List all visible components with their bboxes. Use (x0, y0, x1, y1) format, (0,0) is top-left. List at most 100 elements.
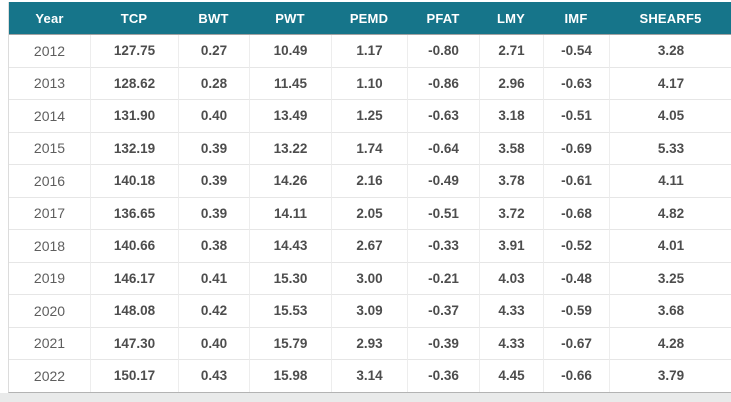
table-container: Year TCP BWT PWT PEMD PFAT LMY IMF SHEARF5 2012 1… (0, 0, 731, 393)
value-cell: 1.74 (331, 131, 407, 164)
value-cell: -0.63 (407, 99, 479, 132)
value-cell: 14.43 (249, 229, 331, 262)
value-cell: -0.69 (543, 131, 609, 164)
value-cell: 0.39 (178, 196, 249, 229)
value-cell: 15.79 (249, 326, 331, 359)
value-cell: 4.11 (609, 164, 731, 197)
year-cell: 2021 (9, 326, 90, 359)
value-cell: -0.39 (407, 326, 479, 359)
value-cell: 4.45 (479, 359, 543, 392)
value-cell: 150.17 (90, 359, 178, 392)
value-cell: 3.68 (609, 294, 731, 327)
column-header-pwt: PWT (249, 2, 331, 35)
page-background-strip (0, 393, 731, 400)
year-cell: 2019 (9, 261, 90, 294)
year-cell: 2020 (9, 294, 90, 327)
value-cell: -0.80 (407, 35, 479, 67)
value-cell: 3.91 (479, 229, 543, 262)
value-cell: 3.00 (331, 261, 407, 294)
value-cell: -0.51 (407, 196, 479, 229)
value-cell: -0.51 (543, 99, 609, 132)
table-row: 2015 132.19 0.39 13.22 1.74 -0.64 3.58 -0.69 5.3… (9, 131, 731, 164)
value-cell: 15.53 (249, 294, 331, 327)
table-row: 2013 128.62 0.28 11.45 1.10 -0.86 2.96 -0.63 4.1… (9, 66, 731, 99)
value-cell: 14.11 (249, 196, 331, 229)
value-cell: 3.78 (479, 164, 543, 197)
column-header-pfat: PFAT (407, 2, 479, 35)
value-cell: 0.38 (178, 229, 249, 262)
value-cell: 0.27 (178, 35, 249, 67)
value-cell: -0.52 (543, 229, 609, 262)
value-cell: 3.58 (479, 131, 543, 164)
year-cell: 2017 (9, 196, 90, 229)
value-cell: 10.49 (249, 35, 331, 67)
column-header-tcp: TCP (90, 2, 178, 35)
column-header-shearf5: SHEARF5 (609, 2, 731, 35)
value-cell: -0.54 (543, 35, 609, 67)
value-cell: -0.68 (543, 196, 609, 229)
value-cell: 11.45 (249, 66, 331, 99)
value-cell: 146.17 (90, 261, 178, 294)
value-cell: 0.39 (178, 164, 249, 197)
value-cell: 2.67 (331, 229, 407, 262)
value-cell: 4.33 (479, 326, 543, 359)
value-cell: 0.39 (178, 131, 249, 164)
value-cell: 3.14 (331, 359, 407, 392)
value-cell: 127.75 (90, 35, 178, 67)
year-cell: 2016 (9, 164, 90, 197)
table-row: 2017 136.65 0.39 14.11 2.05 -0.51 3.72 -0.68 4.8… (9, 196, 731, 229)
value-cell: 148.08 (90, 294, 178, 327)
year-cell: 2015 (9, 131, 90, 164)
value-cell: 4.28 (609, 326, 731, 359)
value-cell: 3.18 (479, 99, 543, 132)
value-cell: 13.22 (249, 131, 331, 164)
table-row: 2019 146.17 0.41 15.30 3.00 -0.21 4.03 -0.48 3.2… (9, 261, 731, 294)
value-cell: 15.30 (249, 261, 331, 294)
table-header: Year TCP BWT PWT PEMD PFAT LMY IMF SHEARF5 (9, 2, 731, 35)
table-row: 2020 148.08 0.42 15.53 3.09 -0.37 4.33 -0.59 3.6… (9, 294, 731, 327)
value-cell: 0.40 (178, 326, 249, 359)
table-header-row: Year TCP BWT PWT PEMD PFAT LMY IMF SHEARF5 (9, 2, 731, 35)
value-cell: 0.42 (178, 294, 249, 327)
value-cell: 4.82 (609, 196, 731, 229)
value-cell: 132.19 (90, 131, 178, 164)
table-row: 2022 150.17 0.43 15.98 3.14 -0.36 4.45 -0.66 3.7… (9, 359, 731, 392)
value-cell: 13.49 (249, 99, 331, 132)
table-body: 2012 127.75 0.27 10.49 1.17 -0.80 2.71 -0.54 3.2… (9, 35, 731, 392)
value-cell: -0.49 (407, 164, 479, 197)
value-cell: -0.66 (543, 359, 609, 392)
column-header-year: Year (9, 2, 90, 35)
value-cell: 4.17 (609, 66, 731, 99)
value-cell: -0.67 (543, 326, 609, 359)
value-cell: 140.18 (90, 164, 178, 197)
traits-by-year-table: Year TCP BWT PWT PEMD PFAT LMY IMF SHEARF5 2012 1… (8, 2, 731, 393)
value-cell: 140.66 (90, 229, 178, 262)
table-row: 2012 127.75 0.27 10.49 1.17 -0.80 2.71 -0.54 3.2… (9, 35, 731, 67)
column-header-pemd: PEMD (331, 2, 407, 35)
value-cell: 131.90 (90, 99, 178, 132)
year-cell: 2022 (9, 359, 90, 392)
value-cell: -0.63 (543, 66, 609, 99)
value-cell: 128.62 (90, 66, 178, 99)
value-cell: 2.05 (331, 196, 407, 229)
value-cell: 0.43 (178, 359, 249, 392)
value-cell: 0.41 (178, 261, 249, 294)
value-cell: 15.98 (249, 359, 331, 392)
value-cell: 14.26 (249, 164, 331, 197)
value-cell: 0.40 (178, 99, 249, 132)
value-cell: 1.25 (331, 99, 407, 132)
year-cell: 2014 (9, 99, 90, 132)
value-cell: -0.33 (407, 229, 479, 262)
value-cell: 5.33 (609, 131, 731, 164)
year-cell: 2012 (9, 35, 90, 67)
value-cell: 3.25 (609, 261, 731, 294)
value-cell: 4.33 (479, 294, 543, 327)
value-cell: 2.93 (331, 326, 407, 359)
value-cell: -0.21 (407, 261, 479, 294)
value-cell: -0.61 (543, 164, 609, 197)
value-cell: 0.28 (178, 66, 249, 99)
value-cell: -0.86 (407, 66, 479, 99)
value-cell: 1.10 (331, 66, 407, 99)
value-cell: 3.09 (331, 294, 407, 327)
table-row: 2021 147.30 0.40 15.79 2.93 -0.39 4.33 -0.67 4.2… (9, 326, 731, 359)
